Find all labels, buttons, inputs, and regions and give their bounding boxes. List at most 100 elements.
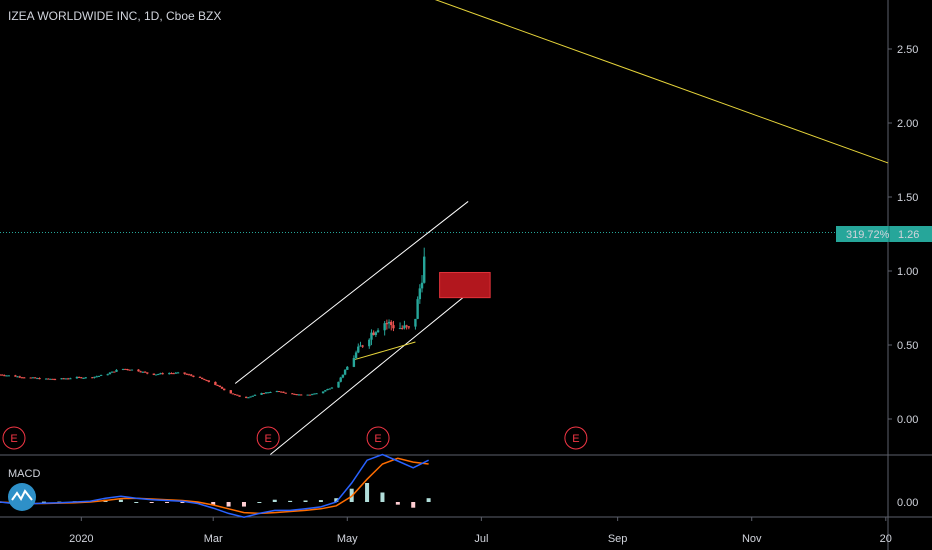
candle-body <box>91 377 94 379</box>
candle-body <box>36 378 39 380</box>
x-tick-label: Sep <box>608 533 628 545</box>
y-tick-label: 0.50 <box>897 340 918 352</box>
candle-body <box>49 378 52 380</box>
candle-body <box>44 378 48 380</box>
candle-body <box>137 369 140 372</box>
candle-body <box>82 377 85 379</box>
candle-body <box>69 378 72 380</box>
macd-histogram-bar <box>288 500 293 502</box>
candle-body <box>77 376 81 378</box>
candle-body <box>93 376 96 378</box>
candle-body <box>3 375 6 377</box>
candle-body <box>62 378 65 380</box>
candle-body <box>53 379 57 381</box>
earnings-marker <box>256 426 280 450</box>
macd-histogram-bar <box>226 502 231 507</box>
change-percent: 319.72% <box>846 229 890 241</box>
candle-body <box>29 377 32 379</box>
candle-body <box>233 394 237 396</box>
candle-body <box>253 394 257 396</box>
y-tick-label: 2.50 <box>897 44 918 56</box>
candle-body <box>275 391 279 393</box>
candle-body <box>205 380 208 382</box>
candle-body <box>128 369 131 371</box>
candle-body <box>284 392 287 394</box>
candle-body <box>0 374 2 376</box>
candle-body <box>216 385 219 387</box>
macd-histogram-bar <box>334 498 339 502</box>
candle-body <box>84 377 87 379</box>
macd-histogram-bar <box>411 502 416 508</box>
candle-body <box>64 378 68 380</box>
x-tick-label: Mar <box>204 533 223 545</box>
candle-body <box>357 346 360 353</box>
candle-body <box>22 377 26 379</box>
macd-histogram-bar <box>118 499 123 502</box>
candle-body <box>115 369 118 372</box>
candle-body <box>282 391 285 393</box>
candle-body <box>198 376 202 378</box>
candle-body <box>75 376 79 379</box>
drawing-tools <box>0 0 889 455</box>
y-tick-label: 1.50 <box>897 192 918 204</box>
candle-body <box>168 373 171 375</box>
candle-body <box>264 392 268 394</box>
candle-body <box>326 389 329 391</box>
macd-histogram-bar <box>241 502 246 507</box>
candle-body <box>280 391 283 393</box>
candle-body <box>260 393 263 395</box>
candle-body <box>130 369 134 371</box>
candle-body <box>141 371 145 373</box>
candle-body <box>328 388 331 390</box>
x-tick-label: May <box>337 533 358 545</box>
candle-body <box>374 332 378 335</box>
earnings-marker <box>564 426 588 450</box>
macd-histogram-bar <box>426 498 431 502</box>
descending-yellow-line <box>434 0 889 164</box>
candle-body <box>106 374 109 376</box>
macd-histogram-bar <box>134 502 139 503</box>
candle-body <box>401 328 404 330</box>
candle-body <box>387 321 391 324</box>
candle-body <box>310 394 314 396</box>
candle-body <box>66 378 70 380</box>
logo[interactable] <box>8 483 36 511</box>
candle-body <box>51 378 54 380</box>
candle-body <box>0 374 4 376</box>
candle-body <box>359 345 362 347</box>
candle-body <box>231 393 235 395</box>
candle-body <box>190 374 193 376</box>
candle-body <box>420 282 424 289</box>
earnings-marker <box>2 426 26 450</box>
candle-body <box>192 375 195 377</box>
last-price: 1.26 <box>898 229 919 241</box>
macd-histogram-bar <box>149 502 154 503</box>
earnings-marker <box>366 426 390 450</box>
candle-body <box>249 396 252 398</box>
channel-upper-line <box>234 201 469 384</box>
candle-body <box>324 390 327 392</box>
macd-histogram-bar <box>211 502 216 506</box>
candle-body <box>423 256 426 283</box>
x-tick-label: Nov <box>742 533 762 545</box>
y-tick-label: 0.00 <box>897 414 918 426</box>
candle-body <box>126 369 129 371</box>
x-tick-label: Jul <box>474 533 488 545</box>
candle-body <box>398 328 402 330</box>
candle-body <box>110 371 114 373</box>
candle-body <box>31 377 35 379</box>
candle-body <box>183 372 186 374</box>
candle-body <box>108 372 112 375</box>
macd-histogram-bar <box>41 501 46 503</box>
candle-body <box>152 373 156 375</box>
candle-body <box>139 371 142 373</box>
channel-lower-line <box>270 275 491 455</box>
candle-body <box>18 376 21 378</box>
candle-body <box>368 339 371 347</box>
candle-body <box>60 378 63 380</box>
candle-body <box>341 374 345 378</box>
candle-body <box>414 318 417 327</box>
